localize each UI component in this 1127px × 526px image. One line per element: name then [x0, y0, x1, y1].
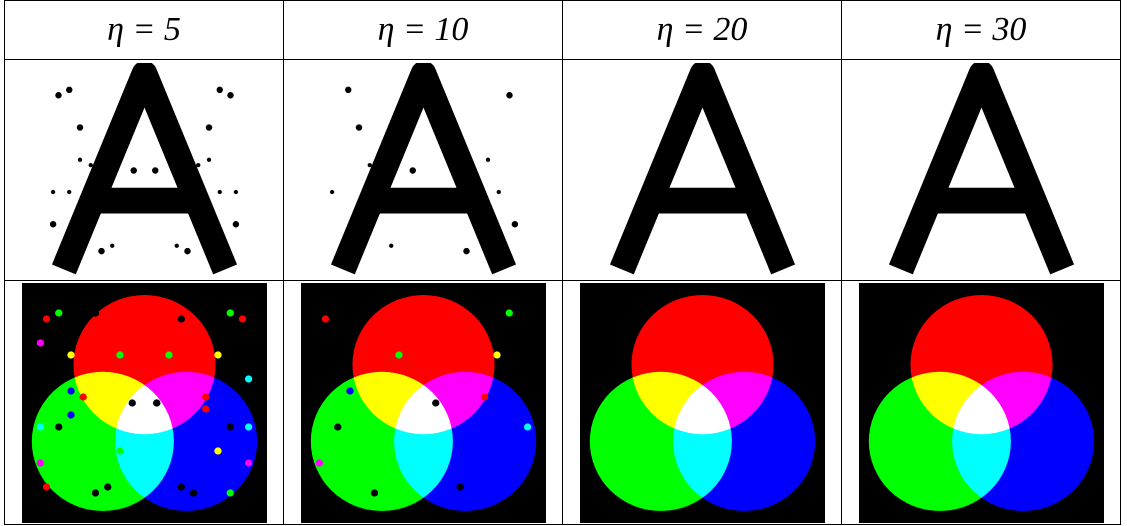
- image-cell: [842, 281, 1121, 525]
- image-cell: [284, 281, 563, 525]
- image-cell: [842, 60, 1121, 281]
- results-table: η = 5 η = 10 η = 20 η = 30: [4, 0, 1121, 525]
- image-cell: [563, 281, 842, 525]
- letter-image: [37, 63, 252, 278]
- color-image: [580, 283, 825, 523]
- figure: η = 5 η = 10 η = 20 η = 30: [0, 0, 1127, 526]
- letter-image: [874, 63, 1089, 278]
- letter-image: [595, 63, 810, 278]
- color-image: [301, 283, 546, 523]
- letter-image: [316, 63, 531, 278]
- image-cell: [284, 60, 563, 281]
- header-cell: η = 5: [5, 1, 284, 60]
- header-cell: η = 30: [842, 1, 1121, 60]
- image-cell: [5, 60, 284, 281]
- color-image: [859, 283, 1104, 523]
- image-cell: [563, 60, 842, 281]
- header-cell: η = 20: [563, 1, 842, 60]
- header-cell: η = 10: [284, 1, 563, 60]
- color-image: [22, 283, 267, 523]
- image-cell: [5, 281, 284, 525]
